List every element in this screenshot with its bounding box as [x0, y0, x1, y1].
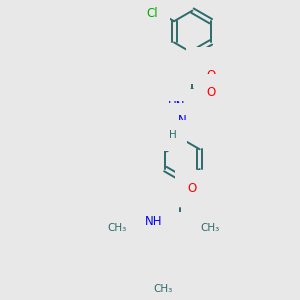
- Text: CH₃: CH₃: [107, 223, 127, 233]
- Text: O: O: [187, 182, 196, 195]
- Text: CH₃: CH₃: [154, 284, 173, 294]
- Text: O: O: [195, 212, 204, 225]
- Text: O: O: [206, 86, 215, 99]
- Text: N: N: [178, 115, 187, 128]
- Text: O: O: [206, 69, 215, 82]
- Text: HN: HN: [168, 100, 185, 113]
- Text: H: H: [169, 130, 177, 140]
- Text: NH: NH: [145, 215, 162, 228]
- Text: Cl: Cl: [146, 7, 158, 20]
- Text: CH₃: CH₃: [200, 223, 219, 233]
- Text: NH: NH: [198, 59, 216, 72]
